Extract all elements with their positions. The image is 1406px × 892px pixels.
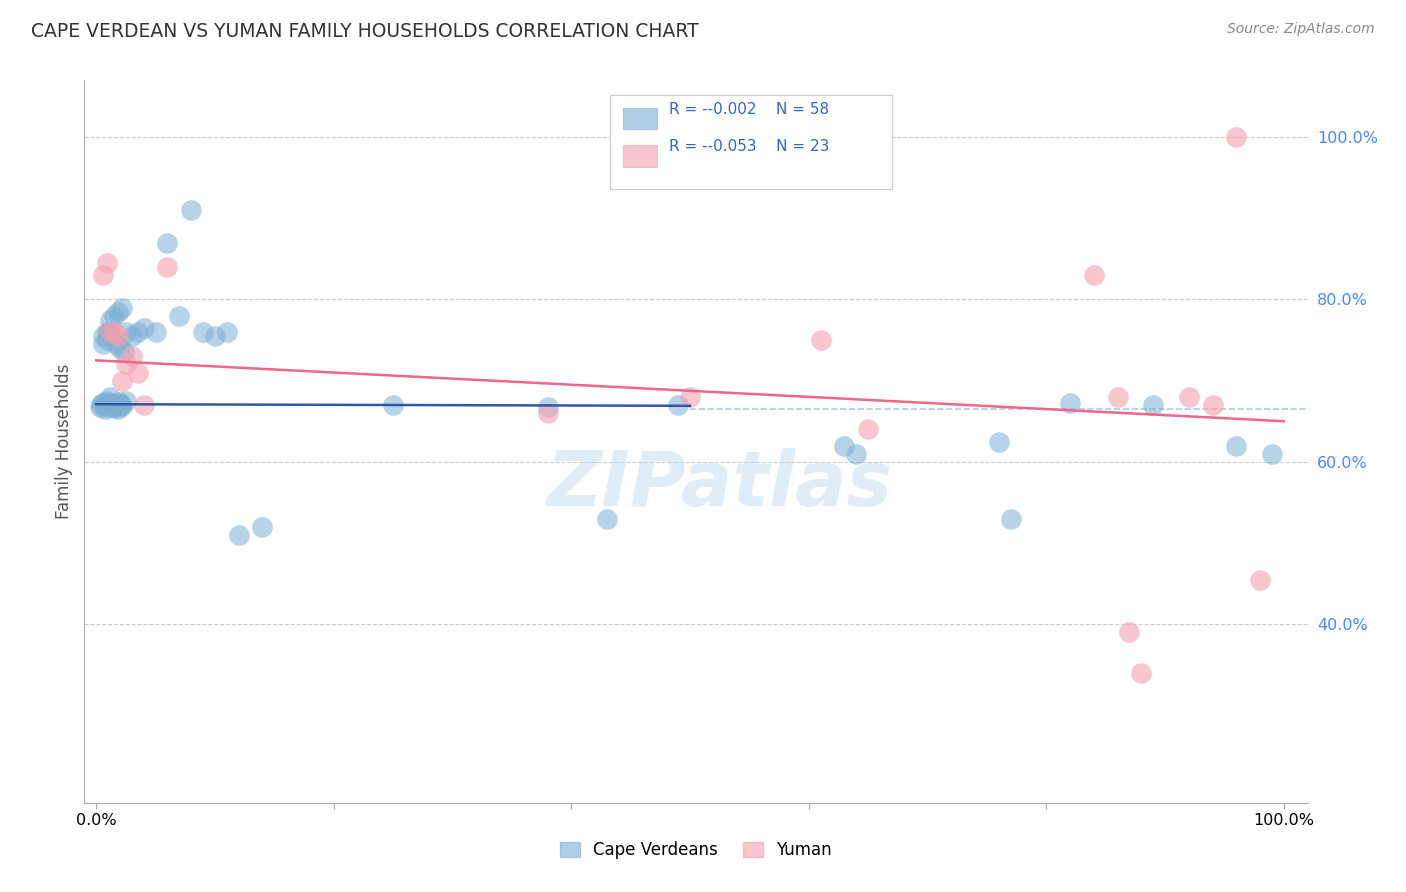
Cape Verdeans [111, 399, 134, 413]
Cape Verdeans [132, 321, 155, 335]
Cape Verdeans [96, 325, 118, 339]
Cape Verdeans [1225, 439, 1247, 453]
Yuman [121, 349, 143, 363]
Cape Verdeans [98, 325, 121, 339]
Cape Verdeans [101, 329, 124, 343]
Cape Verdeans [98, 395, 121, 409]
Yuman [1178, 390, 1201, 404]
Cape Verdeans [91, 396, 114, 410]
Cape Verdeans [105, 337, 128, 351]
Cape Verdeans [107, 394, 129, 409]
FancyBboxPatch shape [623, 145, 657, 167]
Yuman [93, 268, 115, 282]
Cape Verdeans [94, 393, 117, 408]
Cape Verdeans [96, 333, 118, 347]
Yuman [810, 333, 832, 347]
Cape Verdeans [103, 309, 125, 323]
Cape Verdeans [115, 393, 138, 408]
Cape Verdeans [834, 439, 856, 453]
Cape Verdeans [1059, 396, 1081, 410]
Cape Verdeans [536, 400, 558, 414]
Cape Verdeans [1261, 447, 1284, 461]
Cape Verdeans [987, 434, 1010, 449]
Cape Verdeans [112, 345, 135, 359]
Cape Verdeans [845, 447, 868, 461]
Cape Verdeans [180, 203, 202, 218]
Text: CAPE VERDEAN VS YUMAN FAMILY HOUSEHOLDS CORRELATION CHART: CAPE VERDEAN VS YUMAN FAMILY HOUSEHOLDS … [31, 22, 699, 41]
Cape Verdeans [111, 301, 134, 315]
Cape Verdeans [169, 309, 191, 323]
Cape Verdeans [108, 341, 131, 355]
Yuman [1130, 665, 1153, 680]
Cape Verdeans [89, 400, 111, 414]
Cape Verdeans [94, 397, 117, 411]
Cape Verdeans [97, 400, 120, 414]
Yuman [1118, 625, 1140, 640]
Cape Verdeans [100, 396, 122, 410]
Cape Verdeans [107, 304, 129, 318]
Yuman [1083, 268, 1105, 282]
FancyBboxPatch shape [610, 95, 891, 189]
Cape Verdeans [100, 390, 122, 404]
Yuman [96, 256, 118, 270]
Cape Verdeans [110, 398, 132, 412]
Yuman [132, 398, 155, 412]
Cape Verdeans [215, 325, 238, 339]
Cape Verdeans [93, 402, 115, 417]
Cape Verdeans [666, 398, 689, 412]
Cape Verdeans [115, 325, 138, 339]
Cape Verdeans [204, 329, 226, 343]
Yuman [127, 366, 149, 380]
Cape Verdeans [1000, 511, 1022, 525]
Yuman [103, 325, 125, 339]
Cape Verdeans [100, 312, 122, 326]
Yuman [156, 260, 179, 274]
Cape Verdeans [596, 511, 619, 525]
Cape Verdeans [1142, 398, 1164, 412]
Yuman [107, 329, 129, 343]
Cape Verdeans [93, 337, 115, 351]
Cape Verdeans [93, 329, 115, 343]
Cape Verdeans [101, 401, 124, 415]
Cape Verdeans [127, 325, 149, 339]
Cape Verdeans [252, 520, 274, 534]
Yuman [536, 406, 558, 420]
Yuman [856, 422, 879, 436]
Yuman [111, 374, 134, 388]
Yuman [100, 325, 122, 339]
Cape Verdeans [156, 235, 179, 250]
Cape Verdeans [121, 329, 143, 343]
Cape Verdeans [90, 398, 112, 412]
Yuman [1107, 390, 1129, 404]
Text: R = --0.002    N = 58: R = --0.002 N = 58 [669, 102, 830, 117]
Yuman [1249, 573, 1271, 587]
Yuman [679, 390, 702, 404]
Cape Verdeans [382, 398, 405, 412]
Cape Verdeans [191, 325, 214, 339]
Cape Verdeans [104, 401, 127, 416]
Legend: Cape Verdeans, Yuman: Cape Verdeans, Yuman [560, 841, 832, 860]
Text: Source: ZipAtlas.com: Source: ZipAtlas.com [1227, 22, 1375, 37]
Cape Verdeans [108, 397, 131, 411]
Text: ZIPatlas: ZIPatlas [547, 448, 893, 522]
Cape Verdeans [228, 528, 250, 542]
Cape Verdeans [145, 325, 167, 339]
Yuman [115, 358, 138, 372]
FancyBboxPatch shape [623, 108, 657, 129]
Cape Verdeans [103, 398, 125, 412]
Cape Verdeans [107, 402, 129, 417]
Y-axis label: Family Households: Family Households [55, 364, 73, 519]
Yuman [1225, 130, 1247, 145]
Text: R = --0.053    N = 23: R = --0.053 N = 23 [669, 139, 830, 154]
Cape Verdeans [105, 399, 128, 413]
Yuman [1201, 398, 1223, 412]
